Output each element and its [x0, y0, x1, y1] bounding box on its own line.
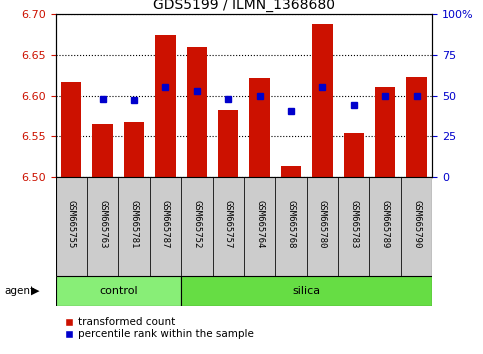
Text: GSM665789: GSM665789 [381, 200, 390, 249]
Bar [56, 177, 87, 276]
Bar [155, 35, 176, 177]
Bar [61, 82, 82, 177]
Bar [369, 177, 401, 276]
Bar [275, 177, 307, 276]
Bar [338, 177, 369, 276]
Bar [124, 122, 144, 177]
Bar [218, 110, 239, 177]
Text: GSM665755: GSM665755 [67, 200, 76, 249]
Text: GSM665783: GSM665783 [349, 200, 358, 249]
Text: GSM665768: GSM665768 [286, 200, 296, 249]
Text: GSM665781: GSM665781 [129, 200, 139, 249]
Bar [87, 177, 118, 276]
Text: ▶: ▶ [31, 286, 40, 296]
Text: GSM665757: GSM665757 [224, 200, 233, 249]
Title: GDS5199 / ILMN_1368680: GDS5199 / ILMN_1368680 [153, 0, 335, 12]
Bar [56, 276, 181, 306]
Legend: transformed count, percentile rank within the sample: transformed count, percentile rank withi… [61, 313, 258, 344]
Text: GSM665780: GSM665780 [318, 200, 327, 249]
Bar [281, 166, 301, 177]
Bar [401, 177, 432, 276]
Text: GSM665764: GSM665764 [255, 200, 264, 249]
Bar [150, 177, 181, 276]
Bar [244, 177, 275, 276]
Bar [406, 77, 427, 177]
Text: GSM665790: GSM665790 [412, 200, 421, 249]
Bar [249, 78, 270, 177]
Text: GSM665787: GSM665787 [161, 200, 170, 249]
Bar [343, 133, 364, 177]
Bar [375, 87, 396, 177]
Text: GSM665763: GSM665763 [98, 200, 107, 249]
Text: GSM665752: GSM665752 [192, 200, 201, 249]
Bar [186, 47, 207, 177]
Text: control: control [99, 286, 138, 296]
Bar [181, 177, 213, 276]
Bar [213, 177, 244, 276]
Bar [307, 177, 338, 276]
Text: agent: agent [5, 286, 35, 296]
Bar [118, 177, 150, 276]
Bar [181, 276, 432, 306]
Bar [312, 24, 333, 177]
Bar [92, 124, 113, 177]
Text: silica: silica [293, 286, 321, 296]
